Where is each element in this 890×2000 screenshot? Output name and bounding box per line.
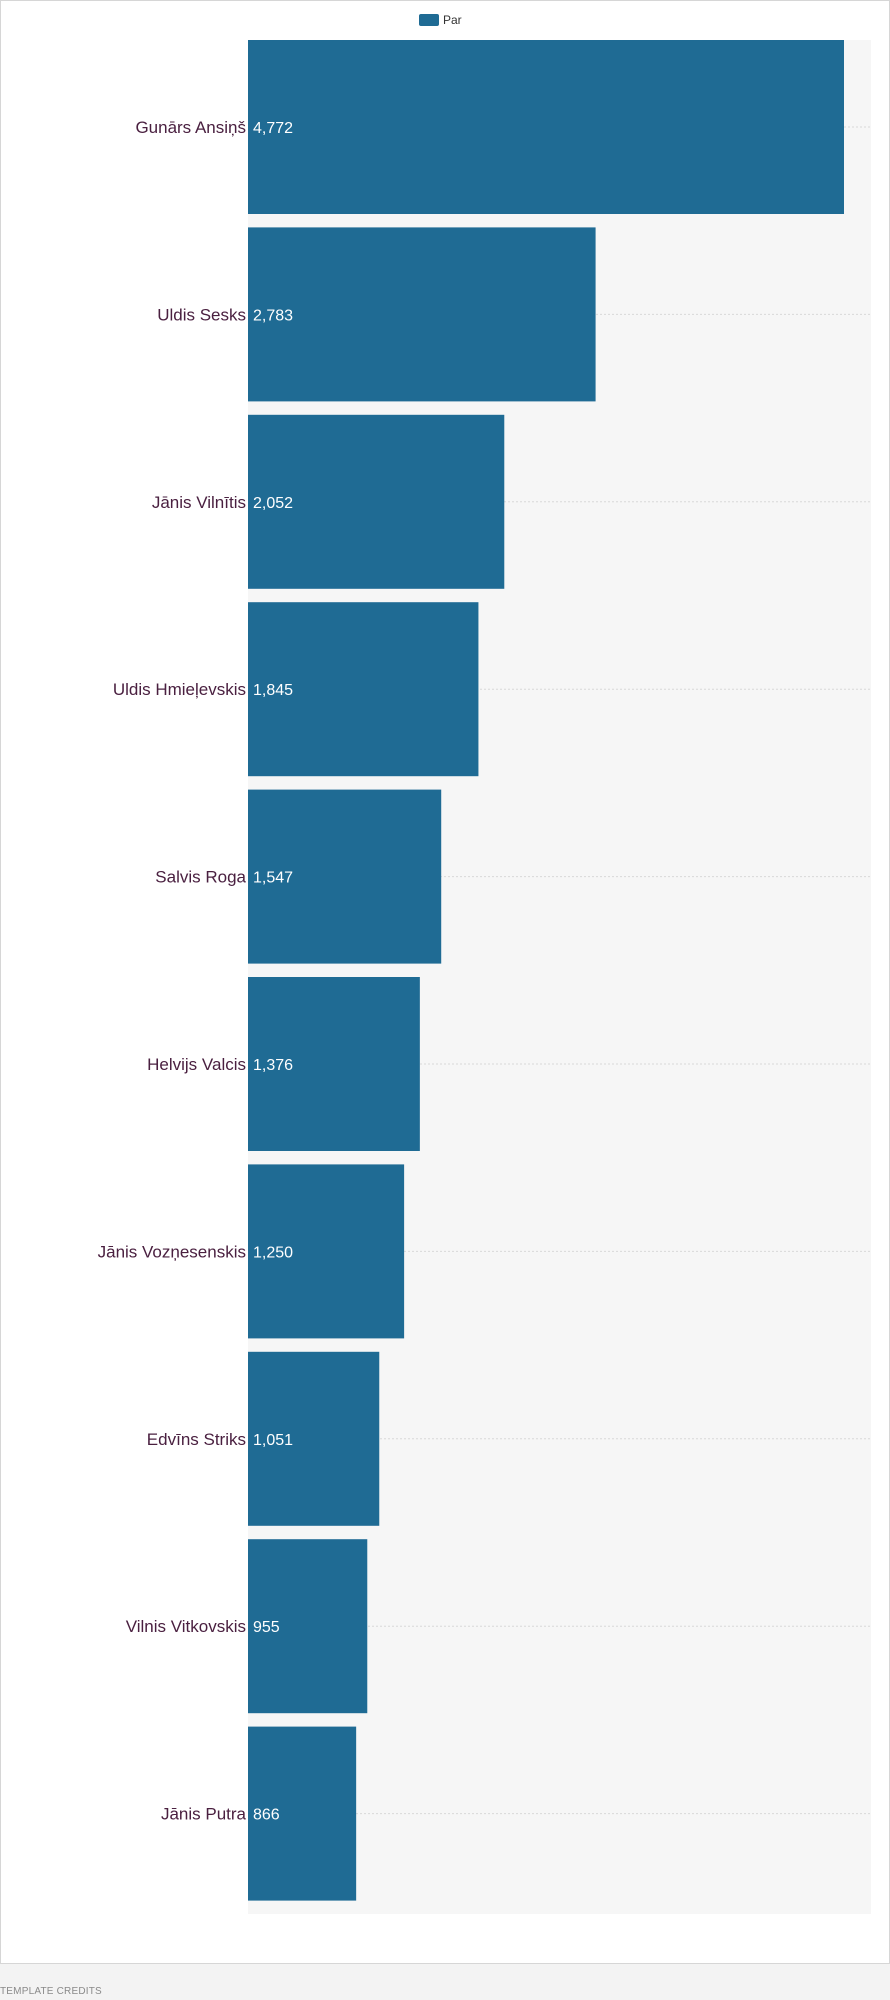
value-label: 1,051 xyxy=(253,1432,293,1449)
value-label: 4,772 xyxy=(253,120,293,137)
bar xyxy=(248,227,596,402)
value-label: 1,376 xyxy=(253,1057,293,1074)
bar xyxy=(248,789,442,964)
legend[interactable]: Par xyxy=(419,13,462,27)
bar xyxy=(248,1726,357,1901)
category-label: Vilnis Vitkovskis xyxy=(126,1617,246,1636)
value-label: 955 xyxy=(253,1619,280,1636)
bar xyxy=(248,40,844,214)
bar xyxy=(248,414,505,589)
category-label: Uldis Sesks xyxy=(157,305,246,324)
bar xyxy=(248,977,420,1151)
legend-label-par: Par xyxy=(443,13,462,27)
bar-chart: Gunārs Ansiņš 4,772 Uldis Sesks 2,783 Jānis … xyxy=(98,40,871,1914)
category-label: Salvis Roga xyxy=(155,868,246,887)
value-label: 866 xyxy=(253,1807,280,1824)
category-label: Jānis Vilnītis xyxy=(152,493,246,512)
category-label: Helvijs Valcis xyxy=(147,1055,246,1074)
template-credits: TEMPLATE CREDITS xyxy=(0,1986,102,1997)
value-label: 2,783 xyxy=(253,307,293,324)
bar xyxy=(248,602,479,777)
bar xyxy=(248,1539,368,1714)
value-label: 2,052 xyxy=(253,495,293,512)
category-label: Gunārs Ansiņš xyxy=(135,118,246,137)
category-label: Edvīns Striks xyxy=(147,1430,246,1449)
category-label: Uldis Hmieļevskis xyxy=(113,680,246,699)
value-label: 1,250 xyxy=(253,1244,293,1261)
category-label: Jānis Putra xyxy=(161,1805,247,1824)
value-label: 1,845 xyxy=(253,682,293,699)
bar xyxy=(248,1351,380,1526)
category-label: Jānis Vozņesenskis xyxy=(98,1242,246,1261)
bar xyxy=(248,1164,405,1339)
legend-swatch-par xyxy=(419,14,439,26)
value-label: 1,547 xyxy=(253,870,293,887)
